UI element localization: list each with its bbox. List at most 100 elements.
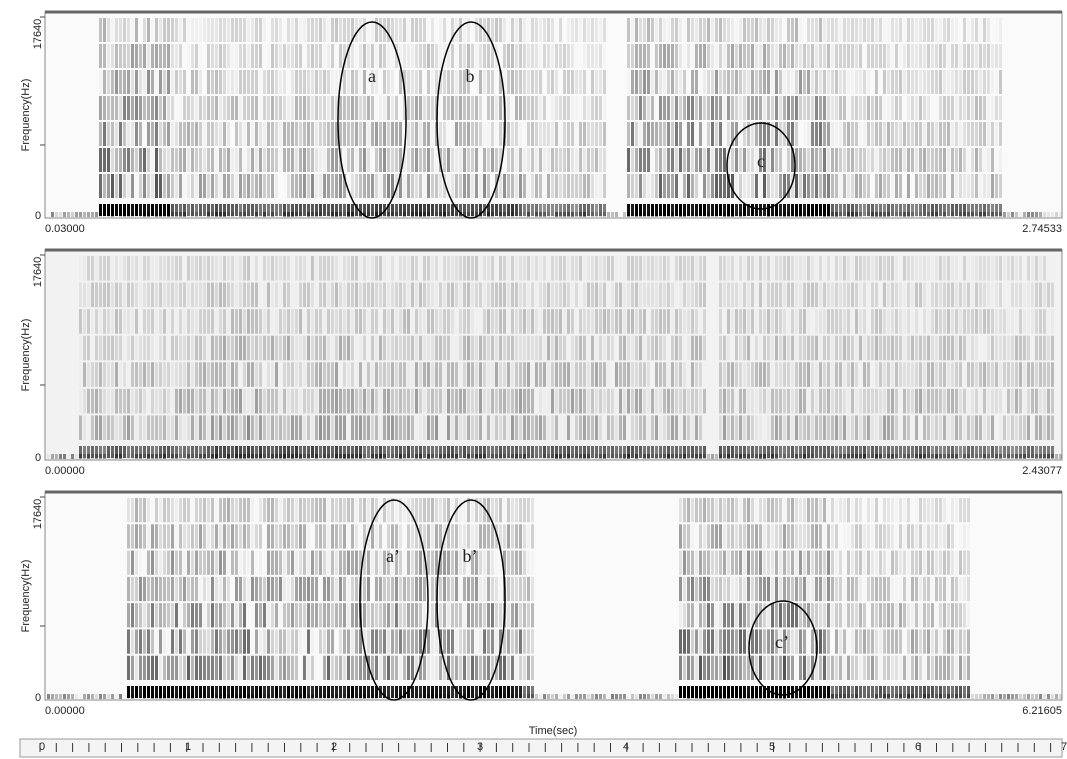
formant-band [923,148,926,172]
formant-band [451,362,454,387]
formant-band [907,309,910,334]
formant-band [859,122,862,146]
formant-band [119,389,122,414]
formant-band [199,148,202,172]
formant-band [203,148,206,172]
formant-band [191,362,194,387]
formant-band [531,44,534,68]
low-band [371,446,374,458]
formant-band [387,603,390,627]
formant-band [819,362,822,387]
formant-band [483,70,486,94]
low-band [679,446,682,458]
formant-band [483,148,486,172]
formant-band [831,415,834,440]
formant-band [667,148,670,172]
formant-band [843,415,846,440]
low-band [991,446,994,458]
formant-band [295,70,298,94]
formant-band [815,362,818,387]
formant-band [771,389,774,414]
formant-band [579,122,582,146]
formant-band [203,18,206,42]
formant-band [695,70,698,94]
low-band [439,204,442,216]
low-band [219,446,222,458]
low-band [367,446,370,458]
formant-band [223,18,226,42]
formant-band [431,18,434,42]
formant-band [155,498,158,522]
formant-band [443,122,446,146]
formant-band [243,283,246,308]
formant-band [587,122,590,146]
formant-band [115,174,118,198]
formant-band [431,148,434,172]
formant-band [539,18,542,42]
formant-band [279,498,282,522]
formant-band [727,122,730,146]
formant-band [187,283,190,308]
formant-band [863,96,866,120]
formant-band [395,415,398,440]
formant-band [231,577,234,601]
formant-band [435,256,438,281]
formant-band [87,389,90,414]
formant-band [675,96,678,120]
formant-band [895,148,898,172]
formant-band [359,498,362,522]
formant-band [291,336,294,361]
formant-band [755,18,758,42]
formant-band [223,415,226,440]
formant-band [823,309,826,334]
formant-band [847,283,850,308]
formant-band [543,44,546,68]
formant-band [423,603,426,627]
formant-band [815,18,818,42]
formant-band [931,44,934,68]
formant-band [675,70,678,94]
formant-band [823,415,826,440]
formant-band [307,389,310,414]
formant-band [271,174,274,198]
formant-band [835,309,838,334]
low-band [795,446,798,458]
formant-band [623,283,626,308]
formant-band [419,18,422,42]
formant-band [351,551,354,575]
low-band [247,686,250,698]
formant-band [563,122,566,146]
formant-band [367,148,370,172]
formant-band [371,603,374,627]
formant-band [299,122,302,146]
formant-band [143,656,146,680]
formant-band [923,415,926,440]
formant-band [551,174,554,198]
formant-band [347,551,350,575]
formant-band [895,18,898,42]
low-band [523,204,526,216]
formant-band [903,389,906,414]
formant-band [251,122,254,146]
formant-band [1035,389,1038,414]
low-band [675,204,678,216]
low-band [119,204,122,216]
formant-band [471,256,474,281]
formant-band [967,70,970,94]
formant-band [239,629,242,653]
formant-band [627,283,630,308]
formant-band [767,309,770,334]
formant-band [127,18,130,42]
low-band [827,446,830,458]
formant-band [263,283,266,308]
formant-band [351,362,354,387]
formant-band [1043,256,1046,281]
formant-band [955,309,958,334]
formant-band [303,362,306,387]
formant-band [207,551,210,575]
formant-band [755,122,758,146]
formant-band [283,603,286,627]
low-band [787,446,790,458]
low-band [451,686,454,698]
formant-band [659,309,662,334]
